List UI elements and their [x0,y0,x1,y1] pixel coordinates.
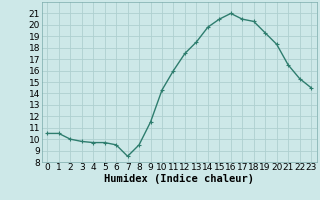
X-axis label: Humidex (Indice chaleur): Humidex (Indice chaleur) [104,174,254,184]
